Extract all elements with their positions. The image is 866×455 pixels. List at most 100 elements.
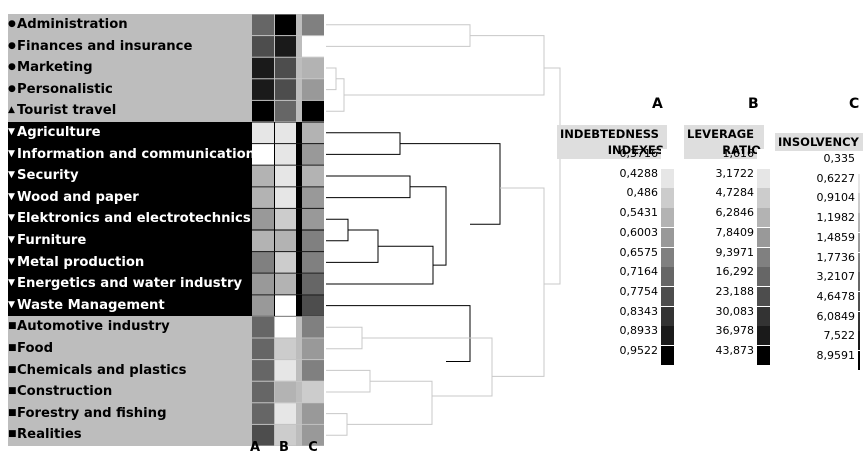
row-marker-icon: ■ xyxy=(8,321,17,332)
legend-value: 6,2846 xyxy=(715,206,755,220)
heatmap-cell xyxy=(275,316,296,338)
row-marker-icon: ● xyxy=(8,62,16,73)
heatmap-cell xyxy=(302,208,324,230)
row-marker-icon: ■ xyxy=(8,364,17,375)
row-label: ▼ Furniture xyxy=(8,230,252,252)
heatmap-cell xyxy=(252,36,274,57)
row-label: ●Administration xyxy=(8,14,252,36)
row-label: ■Realities xyxy=(8,424,252,446)
legend-swatch xyxy=(661,168,674,188)
legend-header: INSOLVENCY xyxy=(775,133,863,151)
legend-value: 8,9591 xyxy=(816,349,856,362)
legend-value: 4,6478 xyxy=(816,289,856,303)
row-marker-icon: ▼ xyxy=(8,256,15,267)
legend-swatch xyxy=(661,227,674,247)
legend-swatch xyxy=(858,193,860,213)
row-label: ▼ Wood and paper xyxy=(8,186,252,209)
dendrogram-branch xyxy=(326,67,337,91)
legend-swatch xyxy=(858,291,860,312)
row-label: ▲ Tourist travel xyxy=(8,100,252,122)
legend-header-line: INDEBTEDNESS xyxy=(560,127,659,141)
heatmap-cell xyxy=(302,144,324,165)
legend-value: 1,7736 xyxy=(816,250,856,264)
legend-header: INDEBTEDNESS INDEXES xyxy=(557,125,667,159)
row-marker-icon: ▼ xyxy=(8,191,15,202)
legend-swatch xyxy=(757,168,770,188)
heatmap-cell xyxy=(302,403,324,424)
legend-value: 0,8933 xyxy=(619,324,659,338)
heatmap-cell xyxy=(275,338,296,360)
legend-value: 1,1982 xyxy=(816,211,856,225)
dendrogram-branch xyxy=(326,245,434,285)
heatmap-cell xyxy=(302,165,324,187)
heatmap-cell xyxy=(302,338,324,360)
heatmap-cell xyxy=(252,338,274,360)
heatmap-cell xyxy=(252,273,274,295)
row-label-text: Furniture xyxy=(17,233,87,248)
dendrogram-branch xyxy=(410,186,447,266)
heatmap-cell xyxy=(302,14,324,36)
heatmap-cell xyxy=(252,79,274,100)
row-label: ▼ Security xyxy=(8,165,252,187)
heatmap-cell xyxy=(302,252,324,273)
legend-swatch xyxy=(858,252,860,272)
heatmap-cell xyxy=(252,252,274,273)
row-label-text: Finances and insurance xyxy=(17,38,193,54)
heatmap-cell xyxy=(252,57,274,79)
legend-swatch xyxy=(757,247,770,267)
legend-swatch xyxy=(757,227,770,247)
legend-value: 9,3971 xyxy=(715,245,755,259)
heatmap-cell xyxy=(302,295,324,316)
legend-swatch xyxy=(858,213,860,233)
heatmap-cell xyxy=(275,36,296,57)
heatmap-cell xyxy=(252,316,274,338)
legend-value: 7,522 xyxy=(823,329,856,343)
heatmap-cell xyxy=(252,187,274,208)
heatmap-cell xyxy=(275,252,296,273)
row-label-text: Wood and paper xyxy=(17,189,139,205)
heatmap-cell xyxy=(275,381,296,403)
heatmap-cell xyxy=(302,316,324,338)
heatmap-cell xyxy=(275,57,296,79)
dendrogram-branch xyxy=(344,35,545,96)
row-label: ■Automotive industry xyxy=(8,316,252,338)
row-label-text: Information and communication xyxy=(17,146,252,162)
row-label-text: Marketing xyxy=(17,60,93,76)
dendrogram-branch xyxy=(544,67,561,285)
row-marker-icon: ■ xyxy=(8,386,17,397)
legend-value: 0,9104 xyxy=(816,191,856,205)
legend-title: C xyxy=(849,96,860,112)
row-marker-icon: ▼ xyxy=(8,235,15,245)
legend-swatch xyxy=(661,149,674,169)
legend-swatch xyxy=(757,149,770,169)
legend-swatch xyxy=(661,267,674,287)
row-marker-icon: ■ xyxy=(8,343,17,353)
heatmap-cell xyxy=(275,360,296,381)
legend-value: 0,9522 xyxy=(619,344,659,357)
dendrogram-branch xyxy=(492,187,545,377)
legend-swatch xyxy=(858,331,860,351)
legend-value: 36,978 xyxy=(715,324,755,338)
legend-value: 0,4288 xyxy=(619,166,659,180)
heatmap-cell xyxy=(302,360,324,381)
column-label-a: A xyxy=(249,440,261,455)
row-label: ▼ Energetics and water industry xyxy=(8,273,252,295)
row-label: ■Construction xyxy=(8,381,252,403)
heatmap-cell xyxy=(275,208,296,230)
legend-swatch xyxy=(661,208,674,228)
heatmap-cell xyxy=(252,403,274,424)
legend-header-line: INDEXES xyxy=(607,143,664,157)
legend-value: 0,486 xyxy=(626,186,659,200)
heatmap-cell xyxy=(275,187,296,208)
legend-value: 0,8343 xyxy=(619,304,659,318)
column-label-b: B xyxy=(279,440,289,455)
row-label-text: Forestry and fishing xyxy=(17,405,167,421)
heatmap-cell xyxy=(252,14,274,36)
heatmap-cell xyxy=(302,57,324,79)
heatmap-cell xyxy=(252,360,274,381)
dendrogram-branch xyxy=(326,218,349,242)
row-label-text: Personalistic xyxy=(17,81,113,97)
legend-swatch xyxy=(757,267,770,287)
